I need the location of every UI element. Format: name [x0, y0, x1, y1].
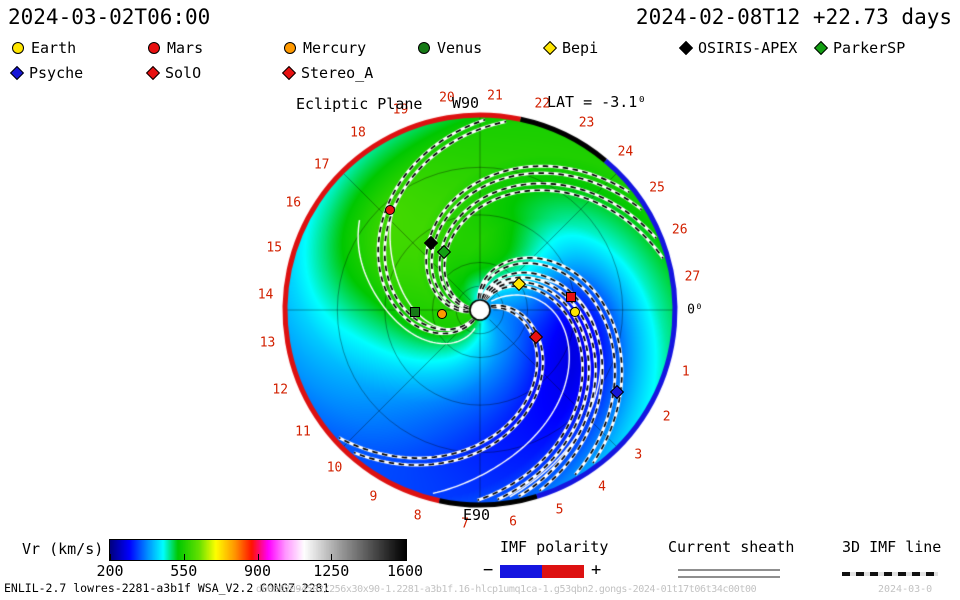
model-version-info: ENLIL-2.7 lowres-2281-a3b1f WSA_V2.2 GON… [4, 581, 330, 595]
parkersp-label: ParkerSP [833, 39, 906, 57]
colorbar-tick-label-0: 200 [96, 562, 124, 580]
legend-item-parkersp: ParkerSP [813, 39, 906, 57]
colorbar-tick-label-3: 1250 [313, 562, 350, 580]
osiris-apex-label: OSIRIS-APEX [698, 39, 798, 57]
legend-item-solo: SolO [145, 64, 202, 82]
imf-line-label: 3D IMF line [842, 538, 942, 556]
ring-label-13: 13 [259, 335, 276, 351]
run-start-and-elapsed: 2024-02-08T12 +22.73 days [635, 5, 952, 29]
imf-positive-swatch [542, 565, 584, 578]
ring-label-6: 6 [509, 514, 518, 530]
stereo-a-icon [281, 65, 297, 81]
solo-label: SolO [165, 64, 202, 82]
mercury-icon [284, 42, 296, 54]
psyche-icon [9, 65, 25, 81]
imf-plus-sign: + [591, 560, 602, 580]
legend-item-osiris-apex: OSIRIS-APEX [678, 39, 798, 57]
current-sheath-label: Current sheath [668, 538, 795, 556]
colorbar-label: Vr (km/s) [22, 540, 104, 558]
bepi-label: Bepi [562, 39, 599, 57]
colorbar-tick-2 [257, 554, 259, 560]
plot-title: Ecliptic Plane [296, 95, 423, 113]
colorbar-tick-0 [110, 554, 111, 560]
legend-item-stereo-a: Stereo_A [281, 64, 374, 82]
stereo-a-label: Stereo_A [301, 64, 374, 82]
latitude-label: LAT = -3.1⁰ [547, 93, 647, 111]
colorbar-tick-label-1: 550 [170, 562, 198, 580]
ring-label-27: 27 [684, 269, 701, 285]
legend-item-bepi: Bepi [542, 39, 599, 57]
ring-label-21: 21 [487, 88, 503, 104]
colorbar-tick-label-4: 1600 [386, 562, 424, 580]
imf-line-sample [842, 572, 938, 576]
ring-label-14: 14 [257, 287, 274, 303]
parkersp-icon [813, 40, 829, 56]
imf-minus-sign: − [483, 560, 494, 580]
mercury-label: Mercury [303, 39, 367, 57]
legend-item-earth: Earth [12, 39, 76, 57]
colorbar-tick-4 [405, 554, 406, 560]
colorbar-tick-3 [331, 554, 333, 560]
earth-label: Earth [31, 39, 77, 57]
psyche-label: Psyche [29, 64, 84, 82]
legend-item-venus: Venus [418, 39, 482, 57]
legend-item-mercury: Mercury [284, 39, 366, 57]
legend-item-psyche: Psyche [9, 64, 84, 82]
colorbar-tick-1 [183, 554, 185, 560]
mars-icon [148, 42, 160, 54]
legend-item-mars: Mars [148, 39, 203, 57]
osiris-apex-icon [678, 40, 694, 56]
colorbar-tick-label-2: 900 [243, 562, 272, 580]
east-longitude-label: E90 [463, 506, 491, 524]
date-watermark: 2024-03-0 [878, 584, 933, 595]
ring-label-0: 0⁰ [687, 302, 703, 318]
imf-negative-swatch [500, 565, 542, 578]
earth-icon [12, 42, 24, 54]
venus-label: Venus [437, 39, 483, 57]
current-datetime: 2024-03-02T06:00 [8, 5, 211, 29]
mars-label: Mars [167, 39, 204, 57]
venus-icon [418, 42, 430, 54]
imf-polarity-label: IMF polarity [500, 538, 609, 556]
bepi-icon [542, 40, 558, 56]
run-id-watermark: d60302094502/256x30x90-1.2281-a3b1f.16-h… [256, 584, 757, 595]
west-longitude-label: W90 [452, 94, 480, 112]
current-sheath-sample [678, 569, 780, 578]
heliosphere-map-canvas [275, 105, 685, 515]
solo-icon [145, 65, 161, 81]
